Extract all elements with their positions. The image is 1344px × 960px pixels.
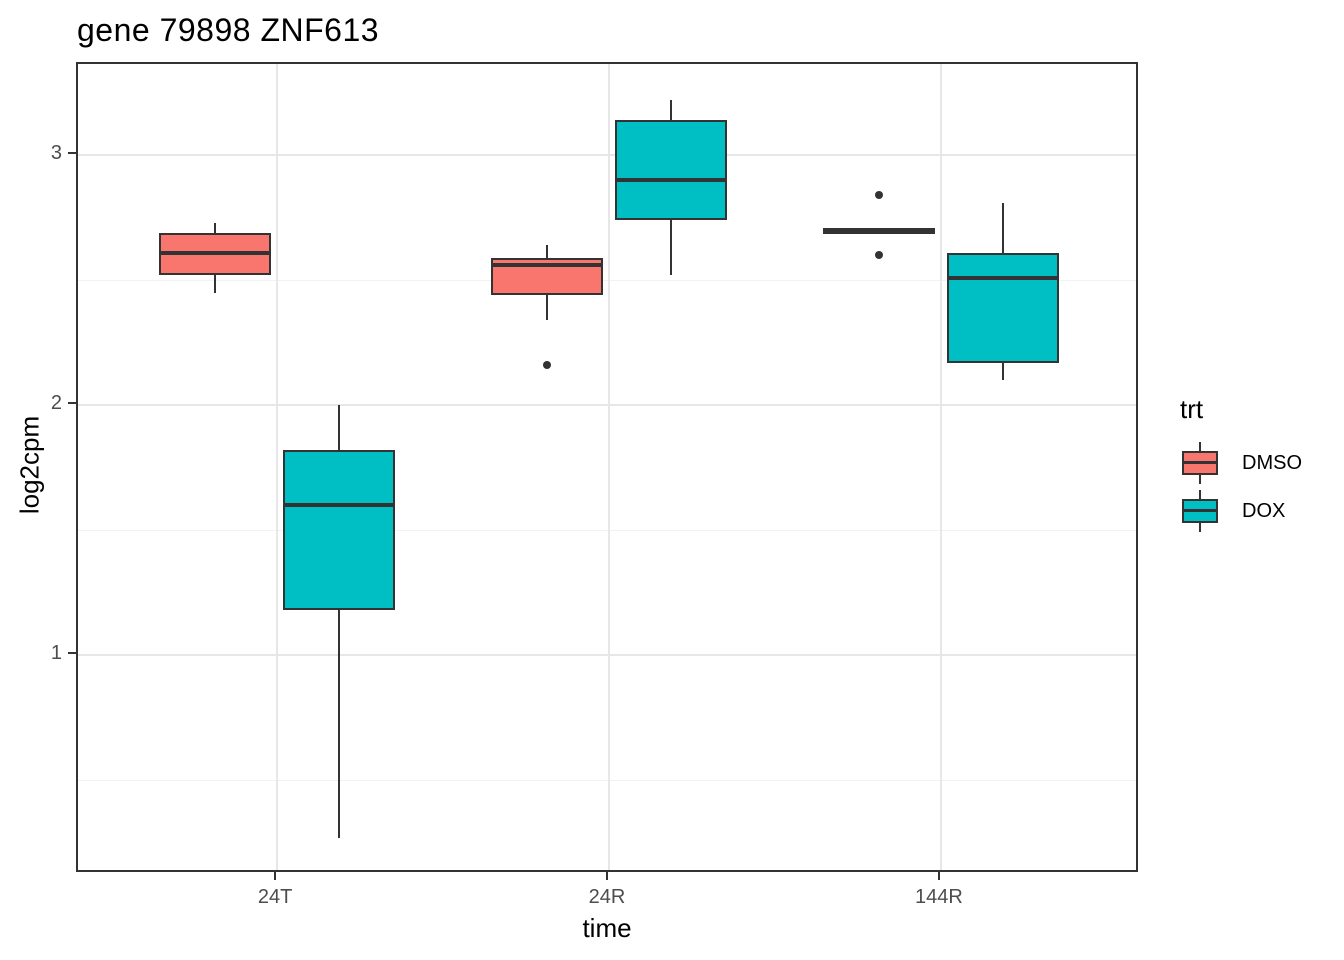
minor-gridline bbox=[78, 529, 1136, 531]
y-tick-mark bbox=[68, 152, 76, 154]
y-tick-label: 2 bbox=[50, 392, 62, 414]
boxplot-24T-DMSO-upper-whisker bbox=[214, 222, 217, 233]
boxplot-24R-DOX-median bbox=[615, 178, 727, 182]
legend-label: DOX bbox=[1242, 499, 1286, 522]
boxplot-24T-DOX-box bbox=[283, 450, 396, 610]
y-tick-label: 1 bbox=[50, 642, 62, 664]
legend-entry-DOX: DOX bbox=[1180, 487, 1344, 535]
minor-gridline bbox=[78, 279, 1136, 281]
boxplot-144R-DOX-box bbox=[946, 252, 1059, 363]
boxplot-144R-DMSO-outlier bbox=[874, 251, 883, 259]
boxplot-24R-DOX-lower-whisker bbox=[670, 220, 672, 275]
boxplot-24T-DOX-median bbox=[283, 503, 396, 507]
boxplot-144R-DOX-median bbox=[946, 275, 1059, 280]
major-gridline bbox=[78, 404, 1136, 406]
legend-entries: DMSO DOX bbox=[1180, 439, 1344, 535]
boxplot-144R-DOX-upper-whisker bbox=[1001, 202, 1004, 253]
x-tick-label: 144R bbox=[914, 886, 963, 908]
x-tick-mark bbox=[606, 872, 608, 880]
x-tick-mark bbox=[937, 872, 940, 880]
major-gridline-x bbox=[276, 64, 279, 870]
boxplot-144R-DOX-lower-whisker bbox=[1001, 362, 1004, 380]
major-gridline bbox=[78, 654, 1136, 656]
boxplot-24R-DMSO-lower-whisker bbox=[546, 295, 548, 320]
y-tick-label: 3 bbox=[50, 142, 62, 164]
boxplot-24T-DMSO-median bbox=[159, 250, 272, 255]
x-tick-label: 24T bbox=[257, 886, 293, 908]
boxplot-144R-DMSO-median bbox=[822, 228, 935, 232]
major-gridline-x bbox=[939, 64, 942, 870]
chart-title: gene 79898 ZNF613 bbox=[77, 12, 380, 48]
legend-key-icon bbox=[1180, 439, 1220, 487]
x-tick-label: 24R bbox=[588, 886, 626, 908]
y-tick-mark bbox=[68, 402, 76, 404]
x-axis-title: time bbox=[582, 913, 632, 943]
plot-panel bbox=[76, 62, 1138, 872]
boxplot-24R-DOX-box bbox=[615, 120, 727, 220]
legend-key-median bbox=[1184, 461, 1216, 464]
boxplot-24R-DOX-upper-whisker bbox=[670, 100, 672, 120]
legend: trt DMSO DOX bbox=[1180, 394, 1344, 535]
x-tick-mark bbox=[274, 872, 277, 880]
major-gridline-x bbox=[608, 64, 610, 870]
legend-title: trt bbox=[1180, 394, 1204, 424]
legend-label: DMSO bbox=[1242, 451, 1302, 474]
boxplot-24R-DMSO-median bbox=[491, 263, 603, 267]
legend-entry-DMSO: DMSO bbox=[1180, 439, 1344, 487]
boxplot-24R-DMSO-upper-whisker bbox=[546, 245, 548, 258]
major-gridline bbox=[78, 154, 1136, 156]
y-axis-title: log2cpm bbox=[14, 415, 45, 515]
boxplot-24T-DOX-lower-whisker bbox=[338, 610, 341, 838]
boxplot-144R-DMSO-outlier bbox=[874, 191, 883, 199]
boxplot-24T-DOX-upper-whisker bbox=[338, 405, 341, 450]
y-tick-mark bbox=[68, 652, 76, 654]
boxplot-24R-DMSO-outlier bbox=[543, 361, 551, 369]
legend-key-median bbox=[1184, 509, 1216, 512]
boxplot-24T-DMSO-lower-whisker bbox=[214, 275, 217, 293]
legend-key-icon bbox=[1180, 487, 1220, 535]
minor-gridline bbox=[78, 779, 1136, 781]
